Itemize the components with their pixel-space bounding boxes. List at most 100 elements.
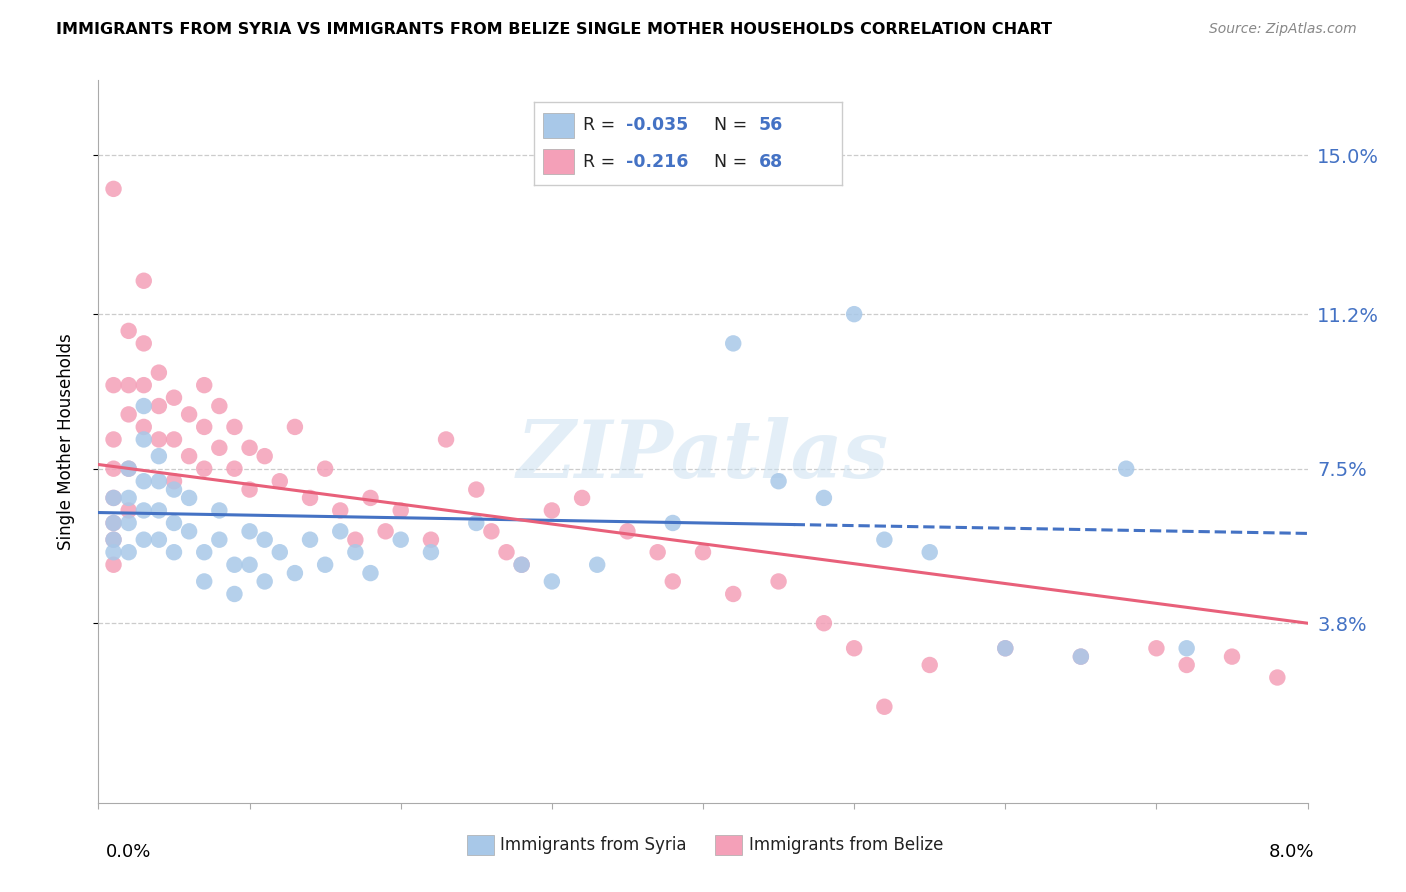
Point	[1175, 657, 1198, 672]
Point	[118, 516, 141, 530]
Point	[239, 441, 262, 455]
Point	[1070, 649, 1092, 664]
Point	[163, 545, 186, 559]
Point	[723, 587, 745, 601]
Point	[103, 378, 125, 392]
Point	[329, 524, 352, 539]
Point	[253, 533, 276, 547]
Point	[1070, 649, 1092, 664]
Point	[118, 461, 141, 475]
Point	[873, 533, 896, 547]
Point	[103, 491, 125, 505]
Point	[692, 545, 714, 559]
Point	[1220, 649, 1243, 664]
Point	[193, 461, 215, 475]
Point	[118, 378, 141, 392]
Point	[103, 558, 125, 572]
Point	[239, 558, 262, 572]
Point	[299, 533, 322, 547]
Point	[1115, 461, 1137, 475]
Text: Source: ZipAtlas.com: Source: ZipAtlas.com	[1209, 22, 1357, 37]
Point	[918, 657, 941, 672]
Point	[1267, 671, 1289, 685]
Point	[510, 558, 533, 572]
Point	[344, 545, 367, 559]
Point	[208, 503, 231, 517]
Point	[163, 391, 186, 405]
Point	[239, 483, 262, 497]
Point	[193, 574, 215, 589]
Point	[163, 483, 186, 497]
Point	[179, 449, 201, 463]
Point	[269, 545, 291, 559]
Point	[193, 378, 215, 392]
Point	[314, 461, 336, 475]
Point	[994, 641, 1017, 656]
Point	[208, 533, 231, 547]
Point	[374, 524, 396, 539]
Point	[299, 491, 322, 505]
Point	[132, 274, 155, 288]
Point	[118, 545, 141, 559]
Point	[103, 461, 125, 475]
Point	[844, 307, 866, 321]
Point	[163, 516, 186, 530]
Point	[148, 503, 170, 517]
Point	[314, 558, 336, 572]
Point	[224, 420, 246, 434]
Point	[284, 420, 307, 434]
Point	[389, 533, 412, 547]
Point	[103, 516, 125, 530]
Point	[813, 491, 835, 505]
Point	[813, 616, 835, 631]
Point	[193, 420, 215, 434]
Point	[224, 558, 246, 572]
Point	[193, 545, 215, 559]
Point	[224, 587, 246, 601]
Point	[661, 516, 683, 530]
Bar	[716, 835, 742, 855]
Point	[118, 324, 141, 338]
Bar	[467, 835, 494, 855]
Point	[253, 449, 276, 463]
Point	[103, 533, 125, 547]
Point	[873, 699, 896, 714]
Point	[571, 491, 593, 505]
Y-axis label: Single Mother Households: Single Mother Households	[56, 334, 75, 549]
Point	[179, 408, 201, 422]
Point	[844, 641, 866, 656]
Point	[481, 524, 503, 539]
Point	[994, 641, 1017, 656]
Point	[118, 461, 141, 475]
Point	[179, 524, 201, 539]
Point	[148, 433, 170, 447]
Point	[224, 461, 246, 475]
Point	[540, 503, 562, 517]
Text: Immigrants from Syria: Immigrants from Syria	[501, 836, 686, 854]
Point	[465, 516, 488, 530]
Point	[103, 182, 125, 196]
Point	[616, 524, 638, 539]
Point	[360, 491, 382, 505]
Point	[103, 545, 125, 559]
Point	[179, 491, 201, 505]
Point	[132, 533, 155, 547]
Point	[163, 474, 186, 488]
Point	[103, 533, 125, 547]
Point	[132, 378, 155, 392]
Point	[163, 433, 186, 447]
Point	[148, 399, 170, 413]
Point	[103, 433, 125, 447]
Point	[389, 503, 412, 517]
Text: IMMIGRANTS FROM SYRIA VS IMMIGRANTS FROM BELIZE SINGLE MOTHER HOUSEHOLDS CORRELA: IMMIGRANTS FROM SYRIA VS IMMIGRANTS FROM…	[56, 22, 1052, 37]
Text: 0.0%: 0.0%	[105, 843, 150, 861]
Point	[118, 503, 141, 517]
Point	[329, 503, 352, 517]
Point	[208, 441, 231, 455]
Text: Immigrants from Belize: Immigrants from Belize	[749, 836, 943, 854]
Point	[103, 491, 125, 505]
Point	[103, 516, 125, 530]
Point	[132, 399, 155, 413]
Point	[465, 483, 488, 497]
Point	[540, 574, 562, 589]
